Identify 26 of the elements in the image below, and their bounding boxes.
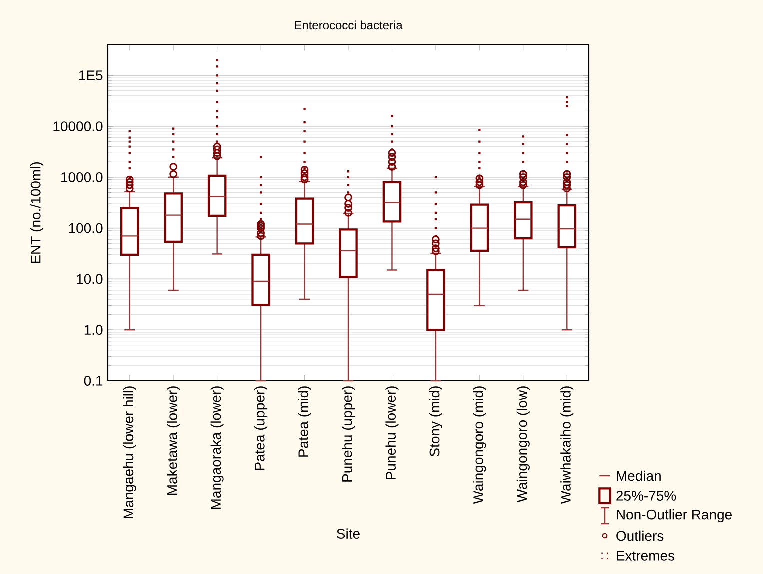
chart-title: Enterococci bacteria	[295, 20, 403, 30]
legend-label: Outliers	[616, 530, 664, 542]
x-tick-label: Patea (upper)	[254, 386, 268, 470]
x-tick-label: Waingongoro (low)	[516, 386, 530, 503]
y-axis-title: ENT (no./100ml)	[30, 162, 44, 264]
x-tick-label: Punehu (lower)	[386, 386, 399, 480]
x-tick-label: Mangaehu (lower hill)	[123, 386, 136, 518]
y-tick-label: 100.0	[69, 223, 103, 234]
x-axis-title: Site	[337, 528, 360, 539]
x-tick-label: Mangaoraka (lower)	[210, 386, 224, 510]
y-tick-label: 1000.0	[62, 172, 103, 182]
y-tick-label: 10.0	[77, 274, 103, 284]
x-tick-label: Maketawa (lower)	[167, 386, 180, 496]
y-tick-label: 1.0	[84, 325, 103, 336]
legend-label: Extremes	[617, 551, 675, 561]
y-tick-label: 1E5	[79, 70, 103, 81]
y-tick-label: 10000.0	[54, 122, 103, 132]
x-tick-label: Patea (mid)	[298, 386, 312, 457]
x-tick-label: Stony (mid)	[429, 386, 442, 457]
text: Non-Outlier Range	[617, 509, 732, 523]
text: 25%-75%	[616, 491, 676, 501]
x-tick-label: Waingongoro (mid)	[473, 386, 486, 504]
y-tick-label: 0.1	[84, 376, 103, 386]
x-tick-label: Punehu (upper)	[342, 386, 356, 482]
x-tick-label: Waiwhakaiho (mid)	[560, 386, 574, 504]
text: Median	[617, 470, 661, 482]
